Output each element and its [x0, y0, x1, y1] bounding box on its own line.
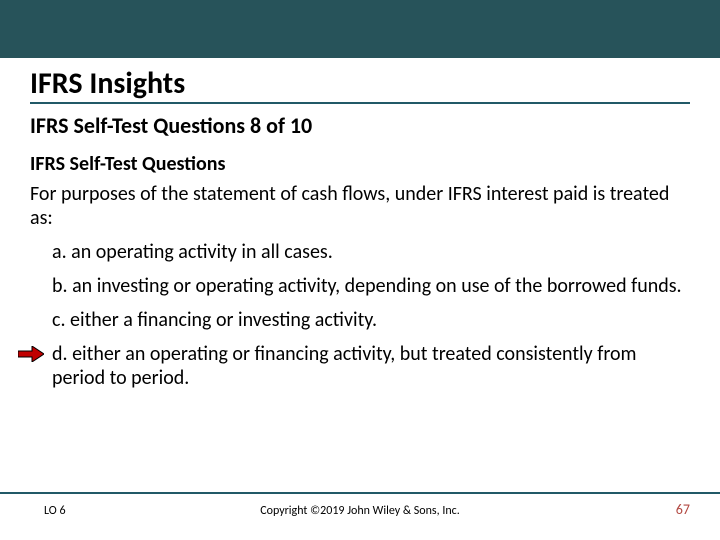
option-d: d. either an operating or financing acti… [52, 342, 690, 390]
footer-copyright: Copyright ©2019 John Wiley & Sons, Inc. [0, 504, 720, 518]
options-list: a. an operating activity in all cases. b.… [52, 240, 690, 390]
option-text: b. an investing or operating activity, d… [52, 274, 682, 298]
subtitle-section: IFRS Self-Test Questions [30, 152, 225, 176]
slide-root: IFRS Insights IFRS Self-Test Questions 8… [0, 0, 720, 540]
footer-page-number: 67 [676, 501, 690, 518]
option-a: a. an operating activity in all cases. [52, 240, 690, 264]
top-bar [0, 0, 720, 58]
option-text: d. either an operating or financing acti… [52, 342, 637, 390]
question-stem: For purposes of the statement of cash fl… [30, 182, 690, 230]
slide-title: IFRS Insights [30, 68, 690, 100]
title-block: IFRS Insights [30, 68, 690, 104]
subtitle-counter: IFRS Self-Test Questions 8 of 10 [30, 112, 312, 139]
option-text: c. either a financing or investing activ… [52, 308, 377, 332]
footer-divider [0, 492, 720, 494]
option-b: b. an investing or operating activity, d… [52, 274, 690, 298]
question-body: For purposes of the statement of cash fl… [30, 182, 690, 400]
option-c: c. either a financing or investing activ… [52, 308, 690, 332]
option-text: a. an operating activity in all cases. [52, 240, 333, 264]
correct-arrow-icon [18, 346, 44, 362]
